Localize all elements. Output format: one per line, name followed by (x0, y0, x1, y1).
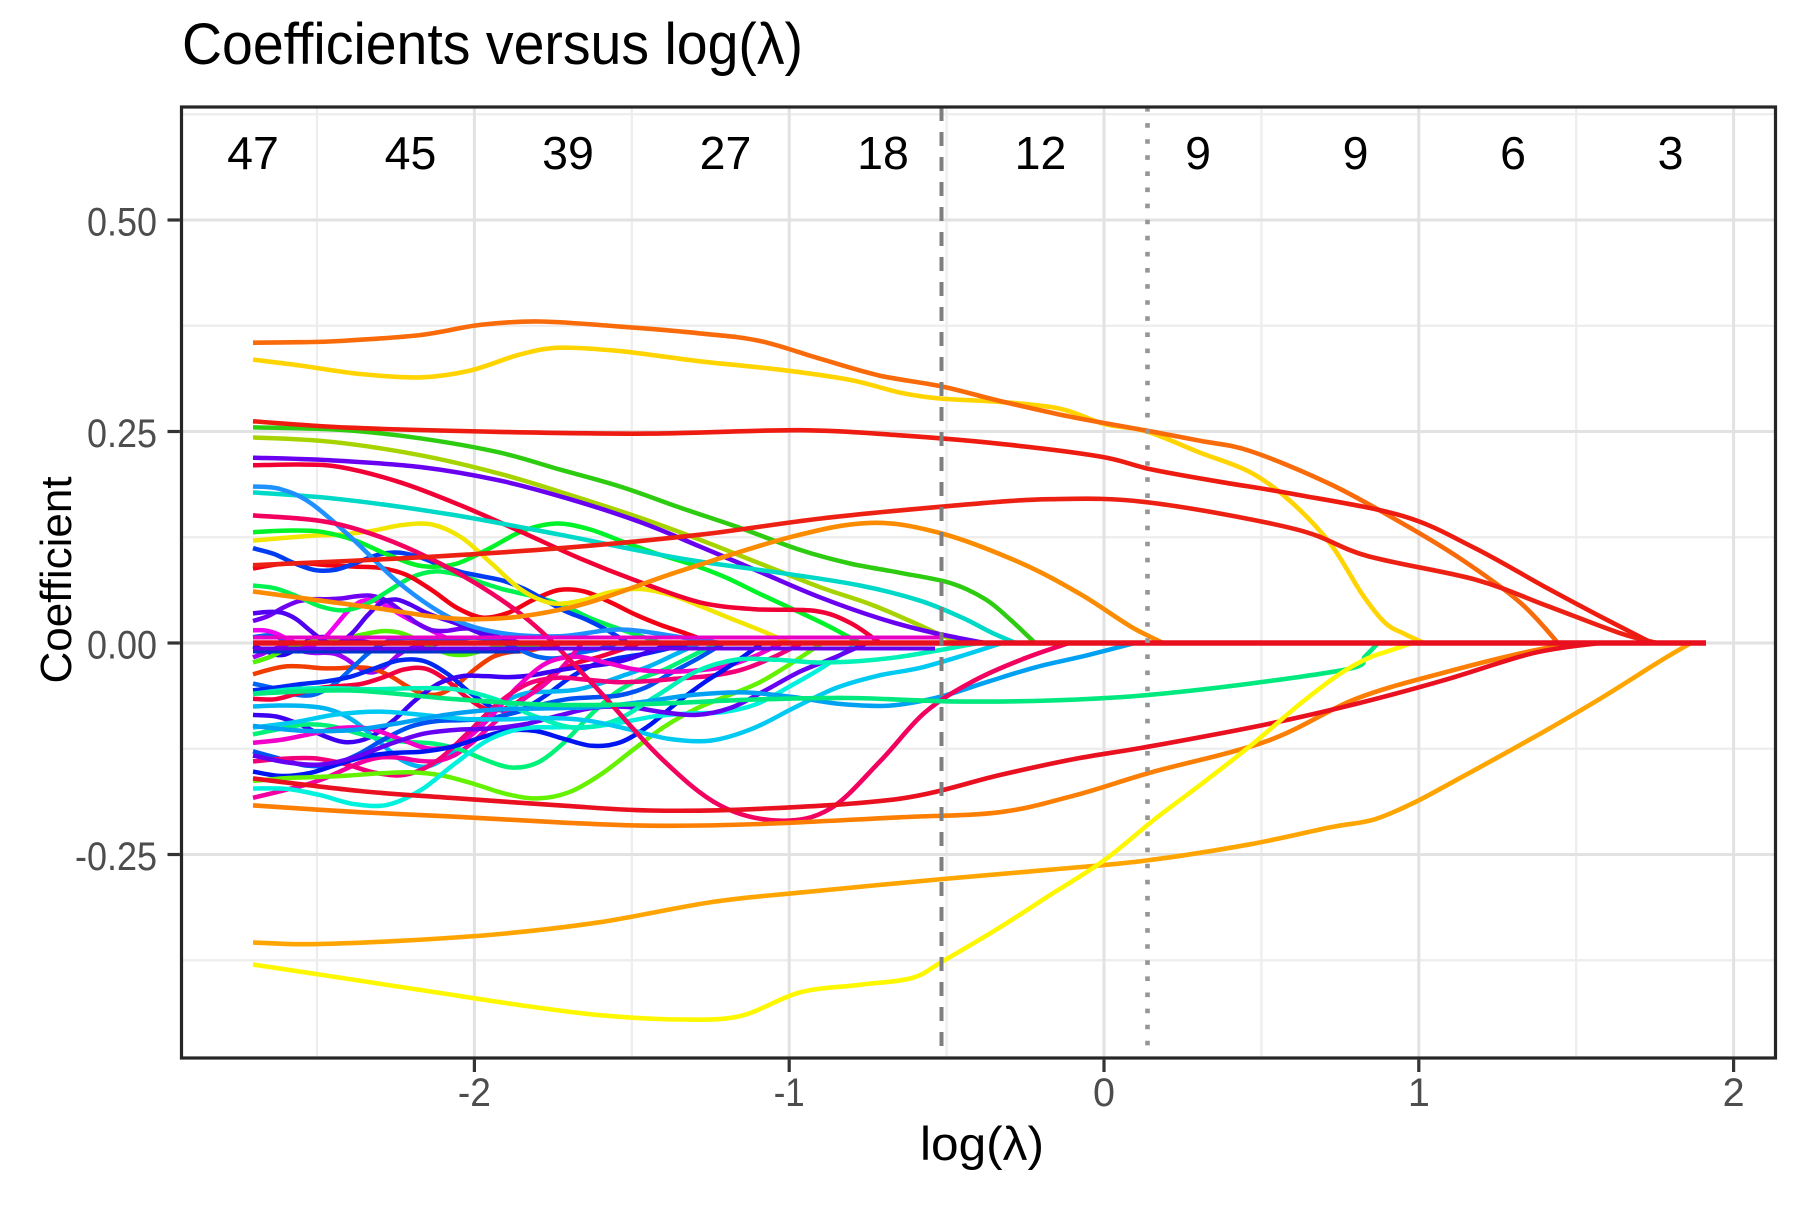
svg-text:Coefficients versus log(λ): Coefficients versus log(λ) (182, 12, 803, 77)
svg-text:2: 2 (1723, 1071, 1745, 1115)
svg-text:27: 27 (700, 127, 752, 179)
svg-text:-0.25: -0.25 (75, 835, 157, 879)
svg-text:45: 45 (385, 127, 437, 179)
svg-text:Coefficient: Coefficient (32, 476, 81, 683)
svg-text:0.50: 0.50 (87, 201, 157, 245)
svg-text:0: 0 (1093, 1071, 1115, 1115)
svg-text:-1: -1 (774, 1071, 805, 1115)
svg-text:0.00: 0.00 (87, 624, 157, 668)
svg-text:9: 9 (1185, 127, 1211, 179)
svg-text:-2: -2 (458, 1071, 491, 1115)
svg-text:log(λ): log(λ) (920, 1118, 1044, 1171)
svg-text:1: 1 (1408, 1071, 1430, 1115)
svg-text:3: 3 (1658, 127, 1684, 179)
svg-text:39: 39 (542, 127, 594, 179)
svg-text:18: 18 (857, 127, 909, 179)
svg-text:6: 6 (1500, 127, 1526, 179)
svg-text:47: 47 (227, 127, 279, 179)
svg-text:12: 12 (1015, 127, 1067, 179)
svg-text:9: 9 (1343, 127, 1369, 179)
svg-text:0.25: 0.25 (87, 412, 157, 456)
